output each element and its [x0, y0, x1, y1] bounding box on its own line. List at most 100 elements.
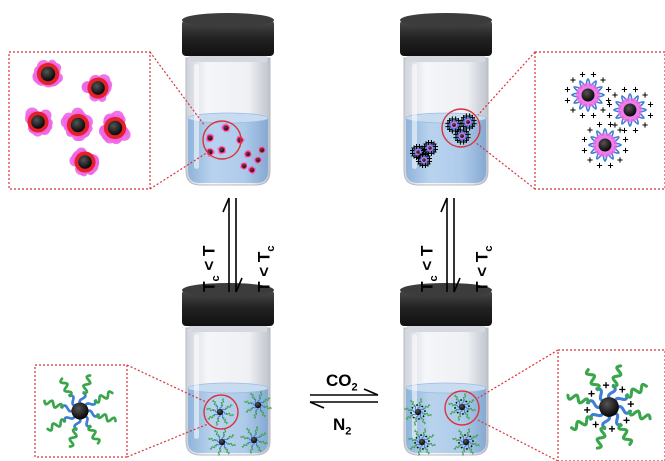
particle-core: [31, 115, 45, 129]
green-chain: [260, 410, 266, 418]
green-chain: [462, 393, 467, 401]
particle-core: [458, 403, 466, 411]
micelle-icon: [243, 150, 252, 158]
micelle-icon: [253, 156, 263, 164]
zoom-circle: [203, 394, 239, 430]
green-chain: [454, 394, 460, 402]
green-chain: [464, 412, 470, 420]
green-chain: [566, 393, 591, 405]
micelle-icon: [453, 127, 471, 145]
zoom-circle: [202, 120, 242, 160]
nanoparticle-icon: [566, 364, 652, 450]
charge-plus: [470, 445, 473, 448]
micelle-icon: [217, 145, 227, 155]
particle-core: [224, 126, 228, 130]
nanoparticle-icon: [240, 426, 268, 454]
vial-lid-top: [400, 283, 492, 297]
green-chain: [408, 437, 416, 442]
charge-plus: [426, 155, 433, 162]
charge-plus: [455, 401, 458, 404]
particle-core: [71, 402, 89, 420]
arrow-label-co2: CO2: [326, 371, 358, 394]
green-chain: [207, 414, 215, 420]
green-chain: [249, 446, 254, 454]
liquid-surface: [187, 382, 269, 394]
green-chain: [245, 407, 253, 413]
charge-plus: [465, 131, 471, 137]
green-chain: [627, 409, 652, 421]
micelle-icon: [247, 165, 257, 175]
green-chain: [254, 426, 259, 434]
charge-plus: [421, 447, 424, 450]
charge-plus: [416, 446, 419, 449]
green-chain: [468, 447, 474, 455]
green-chain: [413, 418, 418, 426]
green-chain: [217, 448, 222, 456]
green-chain: [418, 398, 423, 406]
charge-plus: [464, 434, 467, 437]
green-chain: [246, 427, 252, 435]
green-chain: [420, 417, 426, 425]
charge-plus: [467, 405, 470, 408]
charge-plus: [465, 447, 468, 450]
charge-plus: [427, 440, 430, 443]
charge-plus: [619, 386, 626, 393]
charge-plus: [423, 410, 426, 413]
green-chain: [256, 445, 262, 453]
charge-plus: [454, 406, 457, 409]
charge-plus: [617, 157, 623, 163]
particle-core: [581, 88, 595, 102]
green-chain: [611, 364, 623, 389]
green-chain: [43, 399, 64, 409]
green-chain: [468, 407, 476, 412]
particle-core: [466, 120, 470, 124]
green-chain: [617, 422, 634, 446]
green-chain: [214, 429, 220, 437]
charge-plus: [602, 382, 610, 389]
green-chain: [220, 398, 225, 406]
charge-plus: [412, 416, 415, 419]
vial-lid: [182, 290, 274, 326]
charge-plus: [460, 446, 463, 449]
zoom-circle: [441, 108, 481, 148]
charge-plus: [460, 399, 463, 402]
micelle-icon: [81, 74, 113, 102]
arrow-head: [309, 401, 325, 409]
vial-neck: [407, 54, 485, 62]
micelle-icon: [564, 71, 612, 119]
green-chain: [422, 428, 427, 436]
green-chain: [584, 368, 601, 392]
nanoparticle-icon: [244, 391, 272, 419]
arrow-label-right-heat: Tc < T: [417, 245, 440, 292]
particle-core: [218, 438, 226, 446]
particle-core: [91, 81, 105, 95]
charge-plus: [622, 147, 629, 154]
charge-plus: [606, 112, 613, 119]
particle-core: [107, 120, 123, 136]
charge-plus: [590, 112, 597, 119]
vial-bottom-right: [400, 283, 492, 456]
charge-plus: [466, 410, 469, 413]
charge-plus: [647, 112, 654, 119]
charge-plus: [469, 435, 472, 438]
green-chain: [222, 428, 227, 436]
micelle-icon: [206, 133, 214, 143]
particle-core: [250, 168, 254, 172]
arrow-head: [453, 277, 461, 293]
green-chain: [240, 435, 248, 440]
charge-plus: [600, 77, 606, 83]
charge-plus: [564, 97, 571, 104]
charge-plus: [411, 406, 414, 409]
green-chain: [424, 412, 432, 417]
charge-plus: [622, 136, 629, 143]
particle-core: [462, 438, 470, 446]
green-chain: [467, 399, 475, 405]
micelle-icon: [258, 146, 266, 154]
green-chain: [212, 399, 218, 407]
zoom-leader-line: [477, 349, 559, 399]
charge-plus: [612, 92, 618, 98]
green-chain: [96, 413, 117, 423]
charge-plus: [456, 411, 459, 414]
vial-lid: [400, 20, 492, 56]
charge-plus: [621, 127, 628, 134]
